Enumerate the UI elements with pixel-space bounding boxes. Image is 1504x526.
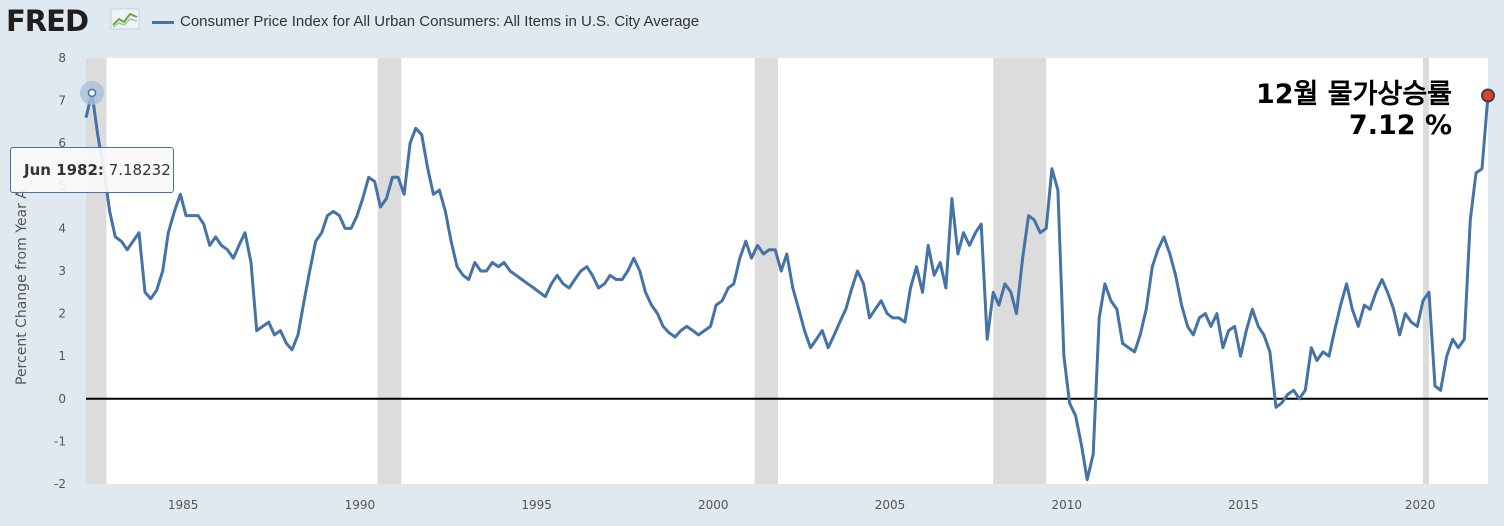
x-tick-label: 2005: [875, 498, 906, 512]
x-tick-label: 2020: [1405, 498, 1436, 512]
x-tick-label: 2015: [1228, 498, 1259, 512]
tooltip-date: Jun 1982:: [24, 161, 104, 179]
legend-swatch: [152, 21, 174, 24]
y-tick-label: -1: [54, 434, 66, 448]
fred-logo[interactable]: FRED: [6, 4, 89, 38]
y-tick-label: 3: [58, 264, 66, 278]
last-point-marker: [1481, 88, 1495, 103]
recession-band: [377, 58, 402, 484]
x-tick-label: 1990: [345, 498, 376, 512]
y-tick-label: 0: [58, 392, 66, 406]
y-tick-label: 7: [58, 94, 66, 108]
y-tick-label: 2: [58, 307, 66, 321]
x-tick-label: 2010: [1051, 498, 1082, 512]
tooltip-value: 7.18232: [108, 161, 171, 179]
x-tick-label: 1995: [521, 498, 552, 512]
highlight-point: [87, 88, 97, 98]
y-axis-label: Percent Change from Year A: [14, 189, 30, 385]
plot-area: [86, 58, 1488, 484]
annotation-value: 7.12 %: [1348, 110, 1452, 141]
y-tick-label: 1: [58, 349, 66, 363]
y-tick-label: 8: [58, 51, 66, 65]
series-line: [84, 91, 1490, 482]
y-axis-ticks: -2-1012345678: [54, 51, 66, 491]
recession-band: [754, 58, 778, 484]
x-axis-ticks: 1985 1990 1995 2000 2005 2010 2015 2020: [168, 498, 1436, 512]
x-tick-label: 1985: [168, 498, 199, 512]
y-tick-label: 6: [58, 136, 66, 150]
tooltip-text: Jun 1982: 7.18232: [24, 161, 171, 179]
x-tick-label: 2000: [698, 498, 729, 512]
y-tick-label: 4: [58, 221, 66, 235]
recession-band: [1422, 58, 1429, 484]
y-tick-label: -2: [54, 477, 66, 491]
chart-header: FRED Consumer Price Index for All Urban …: [0, 0, 1504, 44]
chart-line-icon: [110, 8, 140, 30]
annotation-title: 12월 물가상승률: [1255, 79, 1452, 110]
hover-tooltip: Jun 1982: 7.18232: [10, 147, 174, 193]
legend-label: Consumer Price Index for All Urban Consu…: [180, 13, 700, 30]
